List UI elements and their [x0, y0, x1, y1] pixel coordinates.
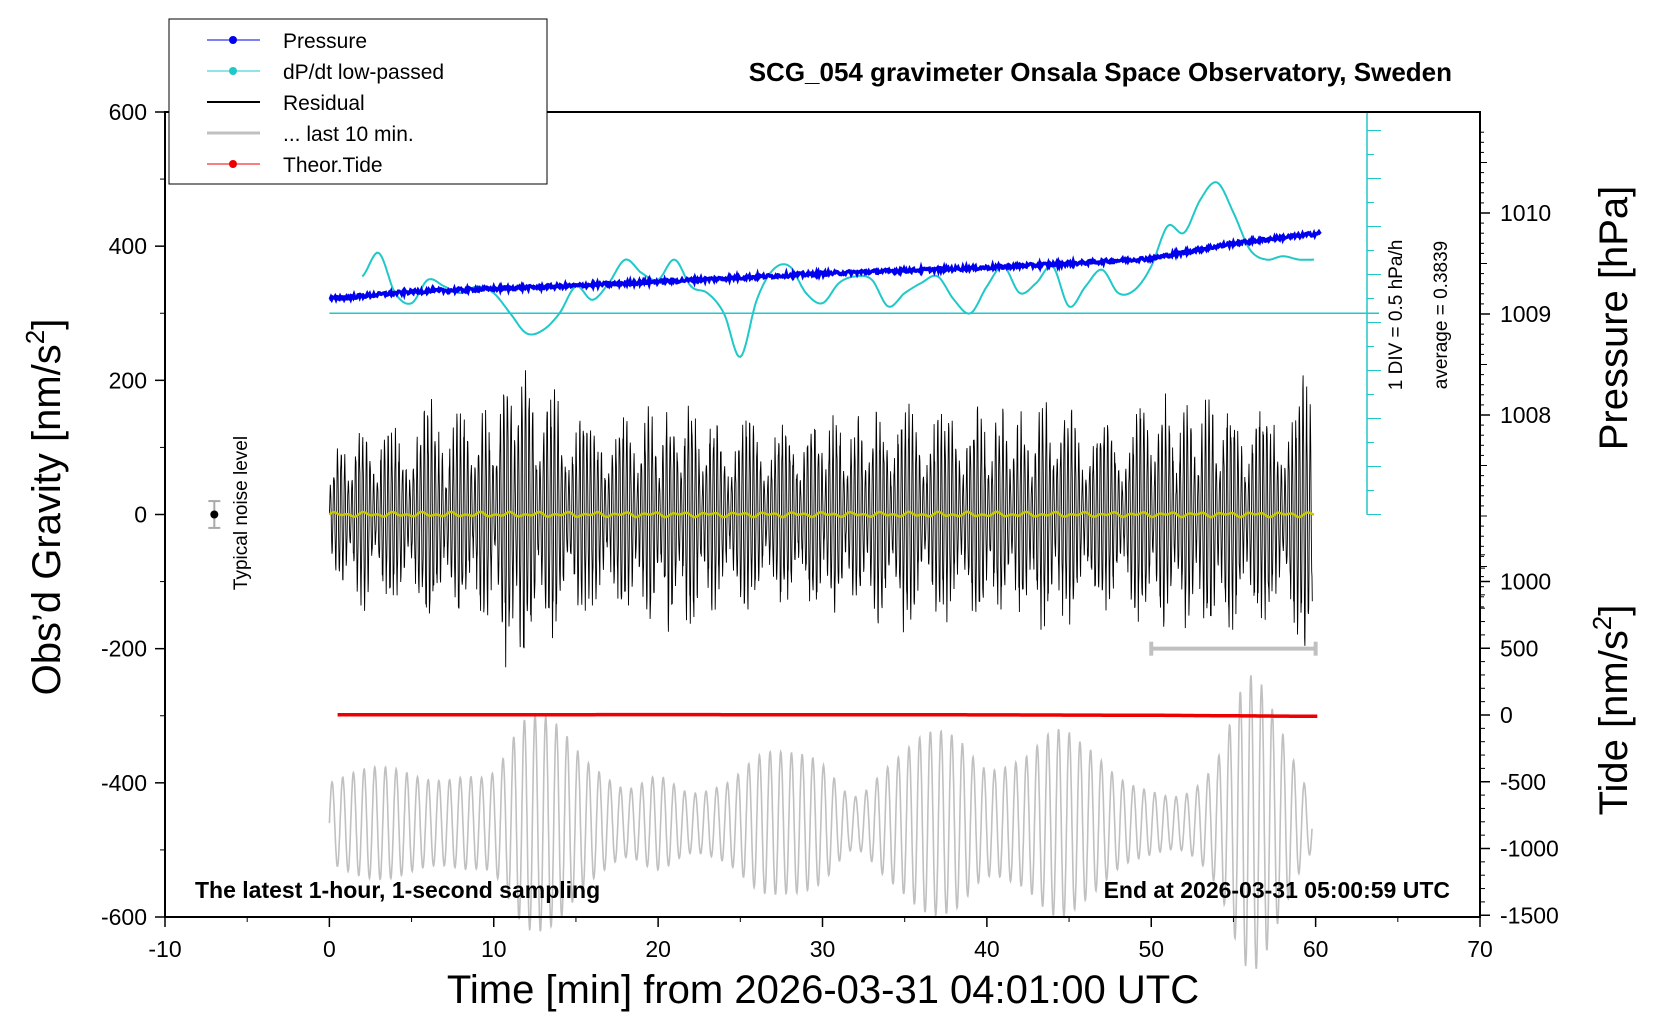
legend-label-residual: Residual — [283, 92, 365, 115]
legend-label-tide: Theor.Tide — [283, 154, 383, 177]
x-tick-label: 30 — [810, 936, 836, 962]
tide-axis-title: Tide [nm/s2] — [1587, 605, 1636, 816]
chart-title: SCG_054 gravimeter Onsala Space Observat… — [749, 57, 1452, 87]
x-tick-label: 60 — [1303, 936, 1329, 962]
noise-level-label: Typical noise level — [231, 436, 252, 590]
pressure-tick-label: 1008 — [1500, 402, 1551, 428]
noise-point — [210, 510, 219, 519]
dpdt-average-label: average = 0.3839 — [1431, 241, 1452, 389]
legend-label-dpdt: dP/dt low-passed — [283, 61, 444, 84]
x-axis-title: Time [min] from 2026-03-31 04:01:00 UTC — [447, 968, 1199, 1012]
legend-marker-pressure — [229, 36, 237, 44]
pressure-tick-label: 1009 — [1500, 301, 1551, 327]
legend-item-pressure: Pressure — [207, 30, 367, 53]
legend-item-last10: ... last 10 min. — [207, 123, 414, 146]
x-tick-label: -10 — [148, 936, 181, 962]
x-tick-label: 70 — [1467, 936, 1493, 962]
tide-tick-label: -1000 — [1500, 836, 1559, 862]
bottom-right-note: End at 2026-03-31 05:00:59 UTC — [1104, 877, 1450, 903]
dpdt-scale-axis — [329, 112, 1381, 515]
y-tick-label: -600 — [101, 904, 147, 930]
tide-tick-label: 500 — [1500, 635, 1538, 661]
x-tick-label: 40 — [974, 936, 1000, 962]
legend-label-pressure: Pressure — [283, 30, 367, 53]
left-axis-title-main: Obs’d Gravity [nm/s — [25, 344, 69, 695]
x-tick-label: 20 — [645, 936, 671, 962]
left-axis-title-tail: ] — [25, 319, 69, 330]
x-axis-ticks: -10 0 10 20 30 40 50 60 70 — [148, 917, 1493, 962]
pressure-tick-label: 1010 — [1500, 200, 1551, 226]
x-tick-label: 10 — [481, 936, 507, 962]
y-tick-label: 0 — [134, 502, 147, 528]
series-pressure-line — [328, 228, 1322, 305]
tide-axis-title-main: Tide [nm/s — [1592, 630, 1636, 815]
left-axis-title-sup: 2 — [20, 330, 50, 344]
tide-axis-title-sup: 2 — [1587, 616, 1617, 630]
tide-tick-label: -500 — [1500, 769, 1546, 795]
series-layer — [208, 181, 1322, 969]
y-tick-label: -200 — [101, 636, 147, 662]
tide-tick-label: 1000 — [1500, 569, 1551, 595]
series-last10-line — [328, 675, 1313, 969]
tide-axis-title-tail: ] — [1592, 605, 1636, 616]
left-axis-ticks: 600 400 200 0 -200 -400 -600 — [101, 99, 165, 930]
legend-marker-dpdt — [229, 67, 237, 75]
bottom-left-note: The latest 1-hour, 1-second sampling — [195, 877, 600, 903]
legend-item-residual: Residual — [207, 92, 365, 115]
legend-label-last10: ... last 10 min. — [283, 123, 414, 146]
series-tide-line — [337, 712, 1318, 719]
series-lowpass-line — [328, 510, 1315, 519]
y-tick-label: 400 — [109, 233, 147, 259]
tide-axis-ticks: 1000 500 0 -500 -1000 -1500 — [1480, 554, 1559, 928]
left-axis-title: Obs’d Gravity [nm/s2] — [20, 319, 69, 696]
y-tick-label: -400 — [101, 770, 147, 796]
tide-tick-label: -1500 — [1500, 902, 1559, 928]
x-tick-label: 50 — [1138, 936, 1164, 962]
y-tick-label: 600 — [109, 99, 147, 125]
legend-item-dpdt: dP/dt low-passed — [207, 61, 444, 84]
dpdt-scale-label: 1 DIV = 0.5 hPa/h — [1386, 240, 1407, 391]
legend-marker-tide — [229, 160, 237, 168]
legend: Pressure dP/dt low-passed Residual ... l… — [168, 18, 548, 185]
legend-item-tide: Theor.Tide — [207, 154, 383, 177]
tide-tick-label: 0 — [1500, 702, 1513, 728]
pressure-axis-ticks: 1010 1009 1008 — [1479, 114, 1551, 612]
y-tick-label: 200 — [109, 367, 147, 393]
pressure-axis-title: Pressure [hPa] — [1592, 186, 1636, 451]
x-tick-label: 0 — [323, 936, 336, 962]
